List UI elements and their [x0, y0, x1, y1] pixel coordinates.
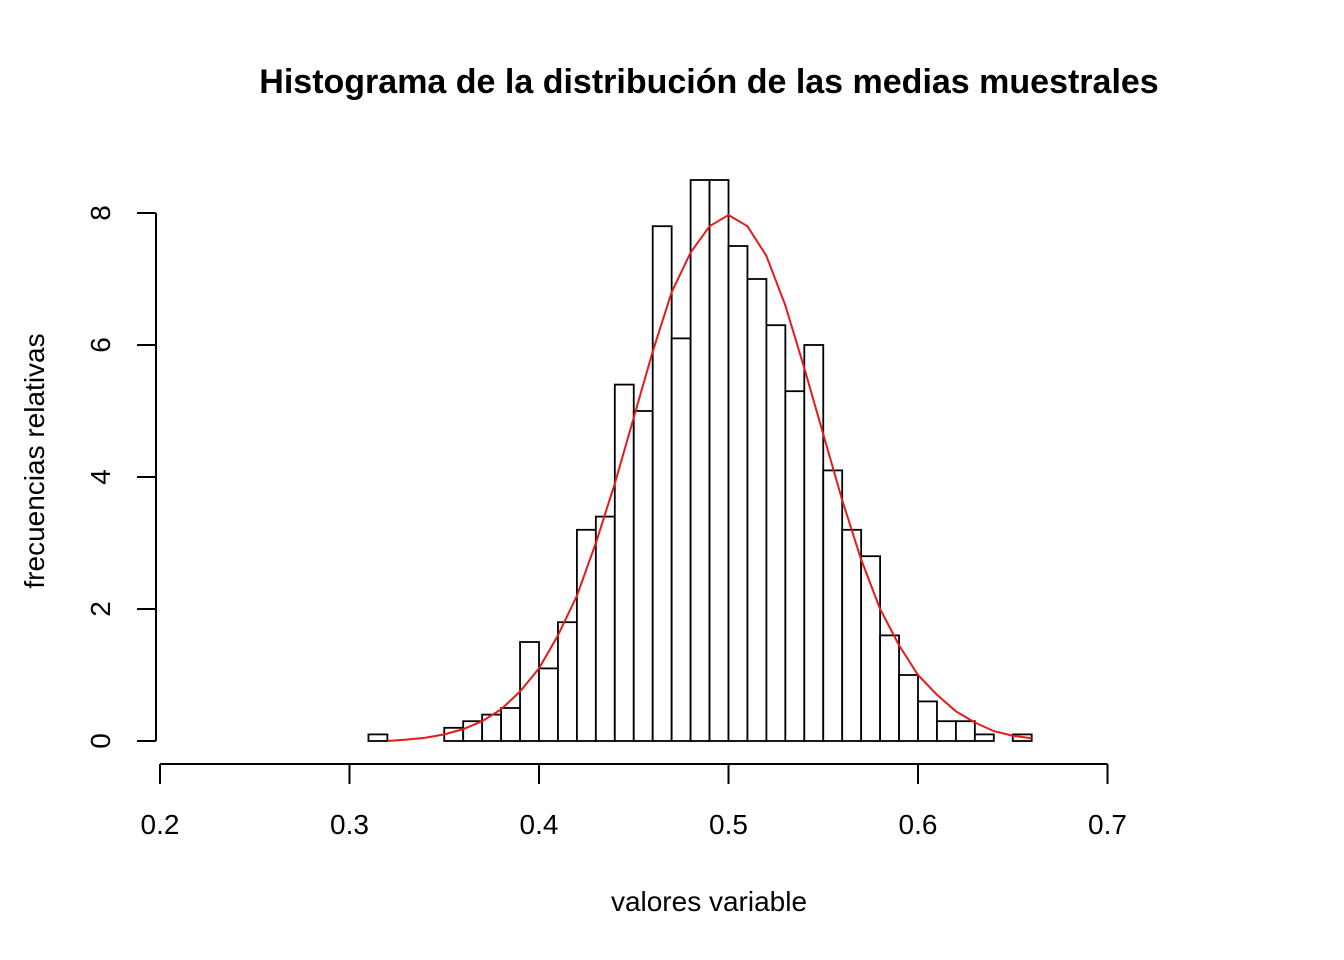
x-tick-label: 0.2	[141, 809, 180, 840]
x-axis-label: valores variable	[611, 886, 807, 917]
histogram-bar	[841, 528, 863, 742]
plot-area	[367, 179, 1033, 742]
x-tick-label: 0.3	[330, 809, 369, 840]
histogram-bar	[500, 707, 521, 742]
y-tick-label: 8	[85, 205, 116, 221]
chart-title: Histograma de la distribución de las med…	[259, 63, 1158, 101]
y-tick-label: 0	[85, 733, 116, 749]
y-axis: 0 2 4 6 8	[85, 205, 157, 749]
histogram-bar	[898, 674, 919, 742]
x-tick-label: 0.4	[520, 809, 559, 840]
histogram-bar	[576, 528, 597, 742]
x-tick-label: 0.7	[1088, 809, 1127, 840]
histogram-bar	[519, 641, 540, 742]
histogram-bar	[973, 733, 995, 742]
y-axis-label: frecuencias relativas	[19, 333, 50, 588]
histogram-bar	[367, 733, 389, 742]
histogram-bar	[784, 390, 806, 742]
histogram-bar	[708, 179, 730, 742]
x-tick-label: 0.5	[709, 809, 748, 840]
histogram-bar	[594, 515, 616, 742]
histogram-bar	[936, 720, 957, 742]
x-axis: 0.2 0.3 0.4 0.5 0.6 0.7	[141, 763, 1127, 840]
y-tick-label: 4	[85, 469, 116, 485]
x-tick-label: 0.6	[899, 809, 938, 840]
histogram-bar	[746, 278, 768, 742]
histogram-bar	[765, 324, 787, 742]
histogram-bar	[557, 621, 578, 742]
density-curve	[387, 213, 1032, 742]
histogram-bar	[955, 720, 976, 742]
histogram-bar	[879, 634, 900, 742]
histogram-bar	[727, 245, 749, 742]
histogram-bar	[670, 337, 692, 742]
histogram-bar	[538, 667, 559, 742]
histogram-bar	[613, 383, 635, 742]
histogram-bar	[689, 179, 711, 742]
histogram-bar	[632, 410, 654, 742]
histogram-bar	[822, 469, 844, 742]
y-tick-label: 2	[85, 601, 116, 617]
histogram-bar	[917, 700, 938, 742]
y-tick-label: 6	[85, 337, 116, 353]
